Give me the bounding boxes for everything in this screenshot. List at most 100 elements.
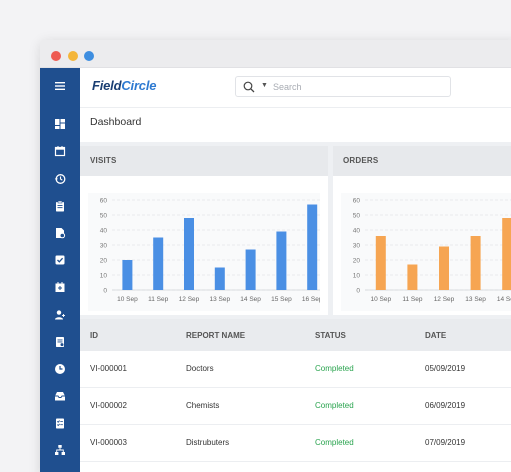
visits-bar <box>184 218 194 290</box>
visits-x-tick-label: 14 Sep <box>240 296 261 303</box>
cell-date: 05/09/2019 <box>425 364 466 373</box>
table-header: ID REPORT NAME STATUS DATE <box>80 319 511 351</box>
page-title: Dashboard <box>90 116 142 128</box>
visits-x-tick-label: 16 Sep <box>302 296 320 303</box>
sidebar-item-tasks[interactable] <box>40 195 80 217</box>
visits-bar <box>245 249 256 290</box>
hierarchy-icon <box>55 445 65 455</box>
sidebar-item-documents[interactable] <box>40 331 80 353</box>
orders-bar <box>439 246 449 290</box>
visits-chart: 0 10 20 30 40 50 60 10 Sep 11 Sep 12 Sep 13 Sep 14 … <box>100 198 320 303</box>
cell-id: VI-000001 <box>90 364 127 373</box>
search-filter-dropdown[interactable]: ▼ <box>261 82 268 89</box>
menu-icon <box>55 82 65 90</box>
cell-date: 06/09/2019 <box>425 401 466 410</box>
orders-bar <box>470 236 481 290</box>
visits-y-tick-label: 50 <box>100 213 108 220</box>
calendar-icon <box>54 146 66 157</box>
orders-y-tick-label: 30 <box>353 243 361 250</box>
logo-text-circle: Circle <box>121 78 157 93</box>
visits-card-header: VISITS <box>80 146 328 176</box>
cell-status: Completed <box>315 438 354 447</box>
orders-bar <box>502 218 511 290</box>
minimize-window-button[interactable] <box>68 51 78 61</box>
history-icon <box>54 174 66 184</box>
reports-table: ID REPORT NAME STATUS DATE VI-000001 Doc… <box>80 319 511 472</box>
inbox-icon <box>55 392 65 401</box>
sidebar-item-reports[interactable] <box>40 222 80 244</box>
visits-x-tick-label: 15 Sep <box>271 296 292 303</box>
cell-status: Completed <box>315 364 354 373</box>
orders-x-tick-label: 12 Sep <box>434 296 455 303</box>
maximize-window-button[interactable] <box>84 51 94 61</box>
visits-bar <box>276 231 287 290</box>
top-bar: FieldCircle ▼ <box>80 68 511 108</box>
close-window-button[interactable] <box>51 51 61 61</box>
sidebar-item-history[interactable] <box>40 168 80 190</box>
column-header-id[interactable]: ID <box>90 331 98 340</box>
orders-y-tick-label: 40 <box>353 228 361 235</box>
calendar-add-icon <box>55 282 65 292</box>
search-input[interactable] <box>273 79 443 95</box>
search-box[interactable]: ▼ <box>235 76 451 97</box>
visits-x-tick-label: 13 Sep <box>209 296 230 303</box>
sidebar-item-dashboard[interactable] <box>40 113 80 135</box>
orders-card-title: ORDERS <box>343 156 379 165</box>
visits-bar <box>307 204 318 290</box>
visits-card-title: VISITS <box>90 156 117 165</box>
visits-card: VISITS 0 10 20 30 40 50 60 10 Sep 11 Sep 12 Sep 13… <box>80 146 328 315</box>
sidebar-item-organization[interactable] <box>40 439 80 461</box>
cell-id: VI-000002 <box>90 401 127 410</box>
orders-chart-area: 0 10 20 30 40 50 60 10 Sep 11 Sep 12 Sep 13 Sep 14 … <box>341 193 511 311</box>
checklist-icon <box>56 418 64 429</box>
visits-bar <box>214 267 225 290</box>
visits-y-tick-label: 0 <box>103 288 107 295</box>
cell-id: VI-000003 <box>90 438 127 447</box>
visits-y-tick-label: 10 <box>100 273 108 280</box>
table-row[interactable]: VI-000002 Chemists Completed 06/09/2019 <box>80 388 511 425</box>
sidebar-item-calendar[interactable] <box>40 140 80 162</box>
page-header: Dashboard <box>80 108 511 142</box>
visits-x-tick-label: 10 Sep <box>117 296 138 303</box>
orders-y-tick-label: 60 <box>353 198 361 205</box>
logo-text-field: Field <box>92 78 122 93</box>
cell-report-name: Chemists <box>186 401 220 410</box>
fieldcircle-logo[interactable]: FieldCircle <box>92 78 156 93</box>
orders-x-tick-label: 14 Sep <box>497 296 511 303</box>
visits-x-tick-label: 12 Sep <box>179 296 200 303</box>
column-header-date[interactable]: DATE <box>425 331 447 340</box>
orders-card: ORDERS 0 10 20 30 40 50 60 10 Sep 11 Sep 12 Sep 13… <box>333 146 511 315</box>
orders-y-tick-label: 50 <box>353 213 361 220</box>
menu-button[interactable] <box>40 75 80 97</box>
column-header-status[interactable]: STATUS <box>315 331 346 340</box>
sidebar-item-inventory[interactable] <box>40 385 80 407</box>
report-icon <box>56 228 66 239</box>
table-row[interactable]: VI-000001 Doctors Completed 05/09/2019 <box>80 351 511 388</box>
orders-x-tick-label: 11 Sep <box>402 296 423 303</box>
cell-report-name: Doctors <box>186 364 214 373</box>
orders-chart: 0 10 20 30 40 50 60 10 Sep 11 Sep 12 Sep 13 Sep 14 … <box>353 198 511 303</box>
sidebar-item-timesheet[interactable] <box>40 358 80 380</box>
visits-y-tick-label: 20 <box>100 258 108 265</box>
window-titlebar <box>40 40 511 68</box>
orders-card-header: ORDERS <box>333 146 511 176</box>
dashboard-icon <box>55 119 65 129</box>
sidebar-item-schedule[interactable] <box>40 276 80 298</box>
orders-y-tick-label: 0 <box>356 288 360 295</box>
sidebar-item-approvals[interactable] <box>40 249 80 271</box>
cell-date: 07/09/2019 <box>425 438 466 447</box>
orders-y-tick-label: 10 <box>353 273 361 280</box>
clock-icon <box>55 364 65 374</box>
sidebar-item-users[interactable] <box>40 304 80 326</box>
visits-y-tick-label: 60 <box>100 198 108 205</box>
table-row[interactable]: VI-000003 Distrubuters Completed 07/09/2… <box>80 425 511 462</box>
sidebar <box>40 68 80 472</box>
search-icon[interactable] <box>243 81 255 93</box>
column-header-report-name[interactable]: REPORT NAME <box>186 331 246 340</box>
document-icon <box>56 337 64 347</box>
orders-y-tick-label: 20 <box>353 258 361 265</box>
visits-bar <box>153 237 164 290</box>
orders-bar <box>375 236 386 290</box>
clipboard-icon <box>56 200 64 212</box>
sidebar-item-checklists[interactable] <box>40 412 80 434</box>
